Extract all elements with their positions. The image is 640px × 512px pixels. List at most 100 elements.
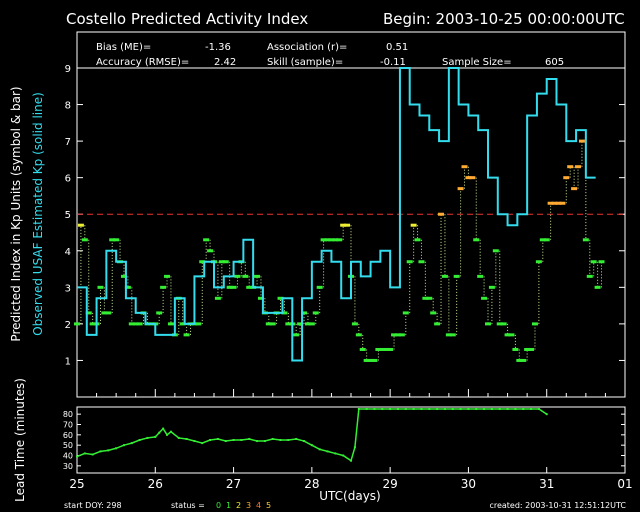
x-tick-label: 29 — [383, 477, 398, 491]
predicted-point — [336, 238, 343, 242]
main-y-tick-label: 3 — [65, 283, 71, 294]
predicted-point — [555, 201, 562, 205]
predicted-point — [218, 260, 225, 264]
lead-time-point — [256, 440, 259, 443]
status-digit: 4 — [256, 501, 261, 510]
association-value: 0.51 — [386, 42, 408, 53]
predicted-point — [371, 358, 378, 362]
accuracy-value: 2.42 — [214, 57, 236, 68]
predicted-point — [312, 311, 319, 315]
lead-y-tick-label: 70 — [63, 421, 73, 430]
predicted-point — [410, 223, 417, 227]
lead-time-point — [122, 444, 125, 447]
predicted-point — [586, 274, 593, 278]
predicted-series — [74, 139, 605, 362]
predicted-point — [528, 347, 535, 351]
predicted-point — [438, 212, 445, 216]
predicted-point — [320, 238, 327, 242]
predicted-point — [156, 311, 163, 315]
predicted-point — [485, 322, 491, 326]
predicted-point — [167, 322, 174, 326]
predicted-point — [113, 238, 120, 242]
start-doy: start DOY: 298 — [64, 501, 122, 510]
predicted-point — [85, 311, 92, 315]
predicted-point — [179, 322, 186, 326]
status-digit: 1 — [226, 501, 231, 510]
predicted-point — [445, 333, 452, 337]
main-y-tick-label: 6 — [65, 174, 71, 185]
predicted-point — [328, 238, 335, 242]
predicted-point — [449, 333, 456, 337]
association-label: Association (r)= — [267, 42, 347, 53]
chart-title: Costello Predicted Activity Index — [66, 10, 308, 28]
lead-time-point — [396, 408, 399, 410]
lead-time-point — [318, 448, 321, 451]
lead-time-point — [240, 439, 243, 441]
lead-time-point — [459, 408, 462, 410]
predicted-point — [222, 260, 229, 264]
lead-time-point — [467, 408, 470, 410]
predicted-point — [391, 333, 398, 337]
predicted-point — [379, 347, 386, 351]
lead-time-point — [334, 452, 337, 455]
predicted-point — [402, 311, 409, 315]
lead-time-point — [162, 427, 165, 430]
lead-time-point — [158, 431, 161, 434]
predicted-point — [496, 322, 503, 326]
skill-value: -0.11 — [380, 57, 406, 68]
sample-size-label: Sample Size= — [442, 57, 512, 68]
x-tick-label: 30 — [461, 477, 476, 491]
predicted-point — [465, 176, 472, 180]
predicted-point — [344, 223, 351, 227]
predicted-point — [582, 238, 589, 242]
predicted-point — [246, 285, 253, 289]
predicted-point — [363, 358, 370, 362]
lead-time-point — [404, 408, 407, 410]
predicted-point — [539, 238, 546, 242]
predicted-point — [74, 322, 80, 326]
lead-time-point — [412, 408, 415, 410]
predicted-point — [434, 322, 441, 326]
lead-time-point — [216, 437, 219, 440]
lead-time-point — [522, 408, 525, 410]
predicted-point — [394, 333, 401, 337]
lead-time-point — [166, 433, 169, 436]
predicted-point — [594, 285, 601, 289]
x-axis-label: UTC(days) — [319, 489, 380, 503]
lead-time-point — [185, 437, 188, 440]
observed-series — [77, 67, 596, 362]
lead-time-point — [537, 408, 540, 410]
predicted-point — [269, 322, 276, 326]
predicted-point — [375, 347, 382, 351]
x-tick-label: 26 — [148, 477, 163, 491]
lead-time-point — [279, 439, 282, 441]
predicted-point — [590, 260, 597, 264]
x-tick-label: 25 — [69, 477, 84, 491]
predicted-point — [441, 274, 448, 278]
lead-time-point — [138, 439, 141, 441]
predicted-point — [571, 187, 578, 191]
lead-time-point — [443, 408, 446, 410]
predicted-point — [598, 260, 605, 264]
lead-time-point — [451, 408, 454, 410]
x-tick-label: 01 — [617, 477, 632, 491]
predicted-point — [516, 358, 523, 362]
begin-time: Begin: 2003-10-25 00:00:00UTC — [383, 10, 625, 28]
lead-time-point — [483, 408, 486, 410]
lead-time-point — [130, 442, 133, 445]
predicted-point — [508, 333, 515, 337]
predicted-point — [367, 358, 374, 362]
lead-time-point — [436, 408, 439, 410]
predicted-point — [543, 238, 550, 242]
predicted-point — [418, 260, 425, 264]
predicted-point — [128, 322, 135, 326]
predicted-point — [89, 322, 96, 326]
predicted-point — [207, 249, 214, 253]
predicted-point — [426, 296, 433, 300]
lead-time-point — [154, 435, 157, 438]
lead-time-point — [107, 449, 110, 452]
lead-time-point — [342, 454, 345, 457]
lead-time-axis-label: Lead Time (minutes) — [13, 378, 27, 502]
